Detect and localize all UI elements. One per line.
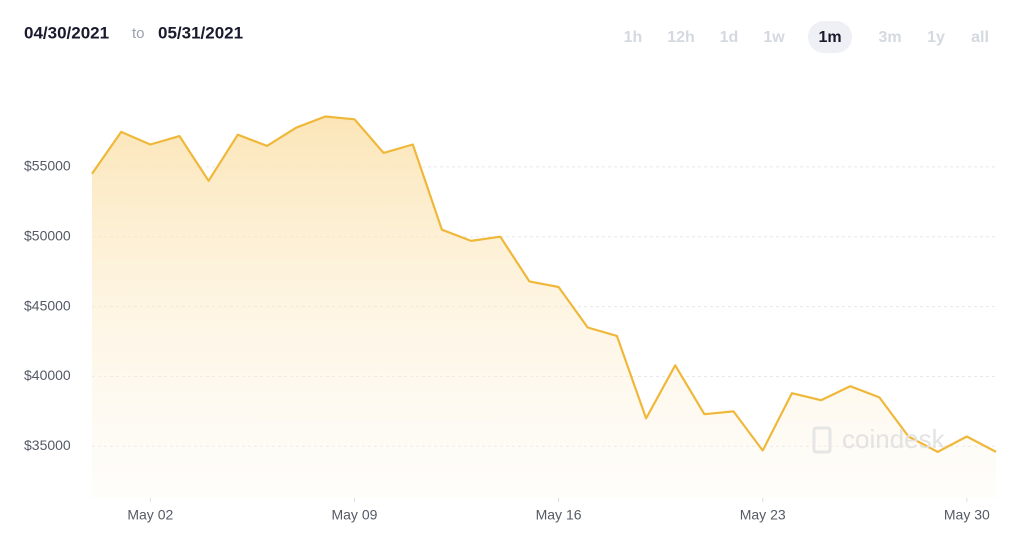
date-from: 04/30/2021 <box>24 23 109 42</box>
range-button[interactable]: 1w <box>763 29 785 46</box>
y-tick-label: $45000 <box>24 297 71 313</box>
date-to: 05/31/2021 <box>158 23 243 42</box>
watermark: coindesk <box>812 424 946 454</box>
y-tick-label: $35000 <box>24 437 71 453</box>
range-button[interactable]: 12h <box>667 29 695 46</box>
y-tick-label: $40000 <box>24 367 71 383</box>
date-to-word: to <box>132 25 145 42</box>
range-button[interactable]: 1d <box>720 29 739 46</box>
price-line <box>91 115 997 453</box>
range-button[interactable]: all <box>971 29 989 46</box>
x-tick-label: May 23 <box>740 507 786 523</box>
y-tick-label: $55000 <box>24 158 71 174</box>
range-button[interactable]: 1y <box>927 29 945 46</box>
x-tick-label: May 30 <box>944 507 990 523</box>
watermark-icon <box>812 426 832 454</box>
watermark-text: coindesk <box>842 424 946 454</box>
area-fill <box>92 116 996 498</box>
range-button[interactable]: 3m <box>878 29 901 46</box>
x-tick-label: May 09 <box>331 507 377 523</box>
range-button-bg <box>808 21 852 53</box>
range-button[interactable]: 1h <box>624 29 643 46</box>
x-tick-label: May 02 <box>127 507 173 523</box>
range-button[interactable]: 1m <box>818 29 841 46</box>
x-tick-label: May 16 <box>536 507 582 523</box>
y-tick-label: $50000 <box>24 227 71 243</box>
